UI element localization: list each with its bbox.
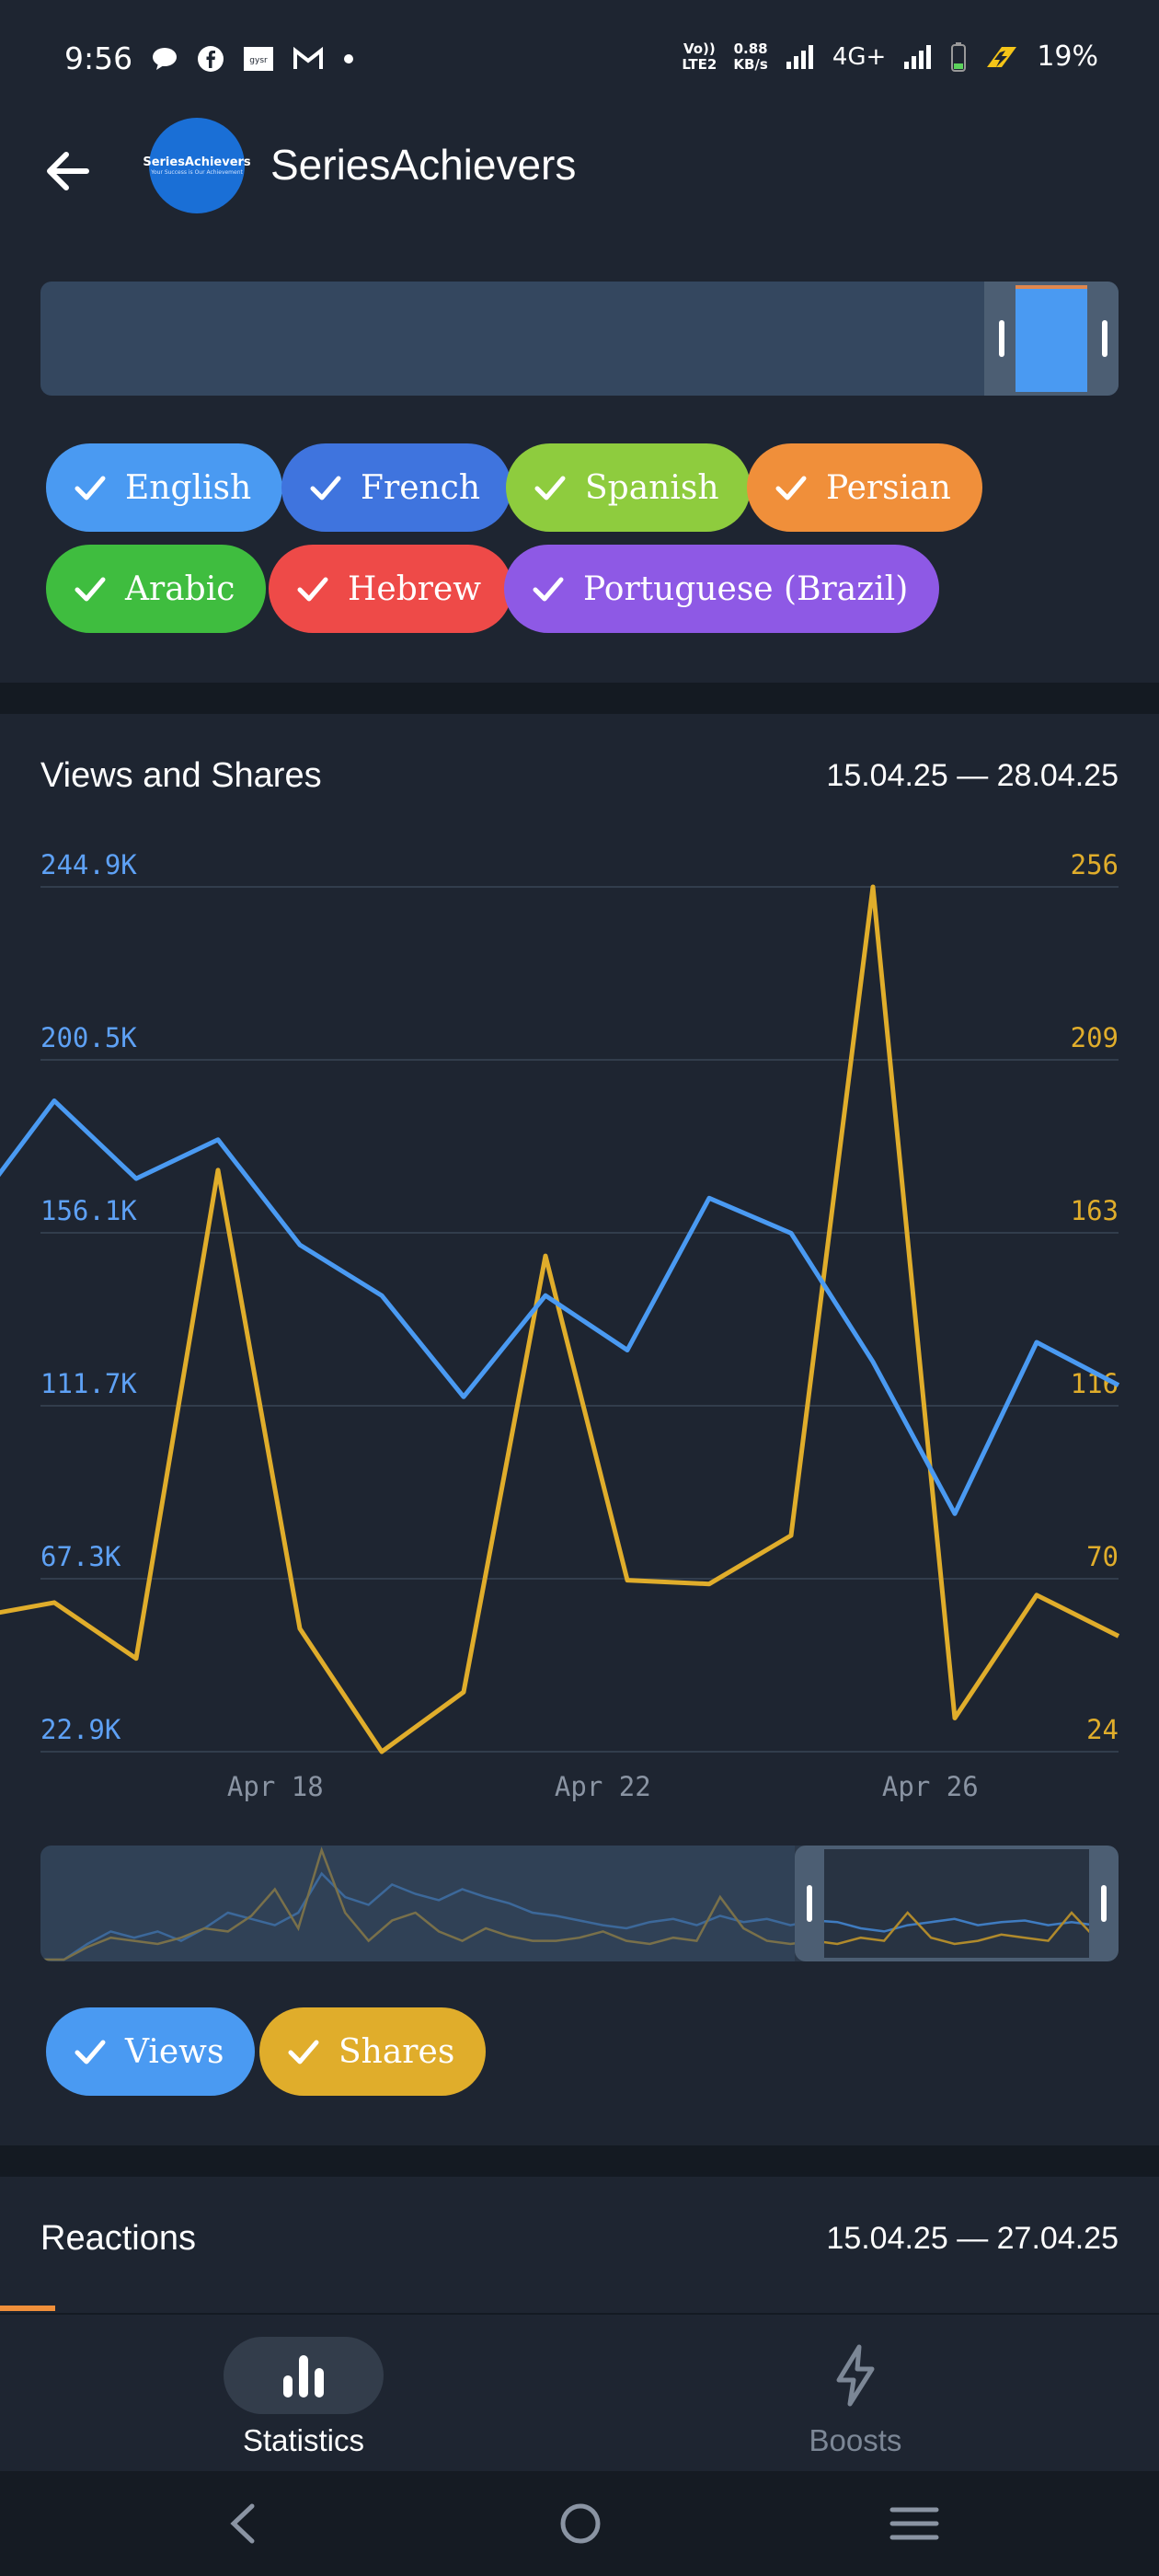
- channel-title: SeriesAchievers: [270, 141, 577, 189]
- y-left-tick-label: 200.5K: [40, 1022, 137, 1053]
- chip-french[interactable]: French: [281, 443, 512, 532]
- volte-indicator: Vo)) LTE2: [682, 40, 717, 73]
- checkmark-icon: [75, 476, 106, 500]
- mini-handle-right[interactable]: [1101, 1885, 1107, 1922]
- reactions-progress-indicator: [0, 2306, 55, 2311]
- battery-icon: [951, 41, 967, 72]
- range-selector-top[interactable]: [40, 282, 1119, 396]
- chip-portuguese-brazil-label: Portuguese (Brazil): [583, 569, 909, 608]
- bar-chart-icon: [283, 2355, 324, 2398]
- nav-statistics-label: Statistics: [242, 2423, 365, 2457]
- network-type: 4G+: [832, 42, 887, 71]
- y-right-tick-label: 163: [1071, 1195, 1119, 1226]
- avatar: SeriesAchievers Your Success is Our Achi…: [143, 118, 251, 213]
- app-header: SeriesAchievers Your Success is Our Achi…: [0, 110, 1159, 221]
- gmail-icon: [293, 46, 324, 69]
- nav-boosts-pill: [775, 2337, 935, 2414]
- x-tick-label: Apr 26: [882, 1771, 979, 1802]
- y-left-tick-label: 111.7K: [40, 1368, 137, 1399]
- system-home-icon[interactable]: [557, 2501, 603, 2547]
- back-arrow-icon[interactable]: [40, 144, 96, 199]
- nav-boosts[interactable]: Boosts: [717, 2337, 993, 2458]
- chip-persian[interactable]: Persian: [747, 443, 982, 532]
- range-window-fill: [1016, 285, 1087, 392]
- system-back-icon[interactable]: [224, 2501, 261, 2547]
- signal-2-icon: [904, 44, 932, 69]
- speed-unit: KB/s: [733, 55, 768, 73]
- y-right-tick-label: 70: [1086, 1541, 1119, 1572]
- chip-spanish[interactable]: Spanish: [506, 443, 751, 532]
- y-left-tick-label: 244.9K: [40, 849, 137, 880]
- gysr-icon: gysr: [244, 46, 274, 71]
- y-left-tick-label: 67.3K: [40, 1541, 121, 1572]
- chip-hebrew-label: Hebrew: [348, 569, 482, 608]
- reactions-date-range[interactable]: 15.04.25 — 27.04.25: [826, 2221, 1119, 2256]
- y-right-tick-label: 256: [1071, 849, 1119, 880]
- chip-english[interactable]: English: [46, 443, 283, 532]
- reactions-title: Reactions: [40, 2219, 196, 2258]
- mini-unselected-overlay: [40, 1846, 795, 1961]
- y-left-tick-label: 22.9K: [40, 1714, 121, 1745]
- svg-text:gysr: gysr: [249, 56, 268, 65]
- dot-icon: [344, 53, 354, 63]
- toggle-shares[interactable]: Shares: [259, 2007, 487, 2096]
- status-time: 9:56: [64, 40, 133, 76]
- battery-saver-icon: [987, 46, 1017, 67]
- mini-range-window[interactable]: [795, 1846, 1119, 1961]
- checkmark-icon: [534, 476, 566, 500]
- checkmark-icon: [310, 476, 341, 500]
- checkmark-icon: [775, 476, 807, 500]
- system-navigation-bar: [0, 2471, 1159, 2576]
- facebook-icon: [198, 45, 224, 72]
- chip-hebrew[interactable]: Hebrew: [269, 545, 513, 633]
- series-line-shares: [0, 884, 1120, 1754]
- avatar-text: SeriesAchievers: [143, 155, 251, 169]
- chip-arabic-label: Arabic: [125, 569, 235, 608]
- chart-range-selector[interactable]: [40, 1846, 1119, 1961]
- y-left-tick-label: 156.1K: [40, 1195, 137, 1226]
- toggle-shares-label: Shares: [339, 2032, 455, 2071]
- x-tick-label: Apr 22: [555, 1771, 651, 1802]
- x-tick-label: Apr 18: [227, 1771, 324, 1802]
- chip-french-label: French: [361, 468, 481, 507]
- section-divider: [0, 683, 1159, 714]
- range-handle-right[interactable]: [1102, 320, 1107, 357]
- range-handle-left[interactable]: [999, 320, 1004, 357]
- nav-boosts-label: Boosts: [809, 2423, 902, 2457]
- views-shares-title: Views and Shares: [40, 756, 322, 795]
- network-speed: 0.88 KB/s: [733, 40, 768, 73]
- chip-persian-label: Persian: [826, 468, 951, 507]
- signal-icon: [786, 44, 813, 69]
- speed-value: 0.88: [733, 40, 768, 57]
- chip-portuguese-brazil[interactable]: Portuguese (Brazil): [504, 545, 940, 633]
- checkmark-icon: [297, 577, 328, 602]
- mini-chart: [40, 1846, 1119, 1961]
- toggle-views[interactable]: Views: [46, 2007, 256, 2096]
- mini-handle-left[interactable]: [807, 1885, 812, 1922]
- nav-statistics-pill: [224, 2337, 384, 2414]
- status-bar: 9:56 gysr Vo)) LTE2 0.88 KB/s 4G+ 19%: [0, 0, 1159, 120]
- nav-statistics[interactable]: Statistics: [166, 2337, 442, 2458]
- battery-percent: 19%: [1037, 40, 1098, 73]
- system-menu-icon[interactable]: [889, 2502, 940, 2545]
- chip-arabic[interactable]: Arabic: [46, 545, 267, 633]
- bottom-navigation: Statistics Boosts: [0, 2313, 1159, 2471]
- y-right-tick-label: 209: [1071, 1022, 1119, 1053]
- checkmark-icon: [75, 577, 106, 602]
- checkmark-icon: [75, 2040, 106, 2064]
- checkmark-icon: [288, 2040, 319, 2064]
- lightning-icon: [836, 2344, 875, 2407]
- series-line-views: [0, 1098, 1120, 1516]
- y-right-tick-label: 24: [1086, 1714, 1119, 1745]
- avatar-subtext: Your Success is Our Achievement: [151, 169, 243, 176]
- chip-english-label: English: [125, 468, 252, 507]
- toggle-views-label: Views: [125, 2032, 224, 2071]
- section-divider-2: [0, 2145, 1159, 2177]
- chat-bubble-icon: [153, 47, 178, 70]
- views-shares-date-range[interactable]: 15.04.25 — 28.04.25: [826, 758, 1119, 793]
- checkmark-icon: [533, 577, 564, 602]
- chip-spanish-label: Spanish: [585, 468, 719, 507]
